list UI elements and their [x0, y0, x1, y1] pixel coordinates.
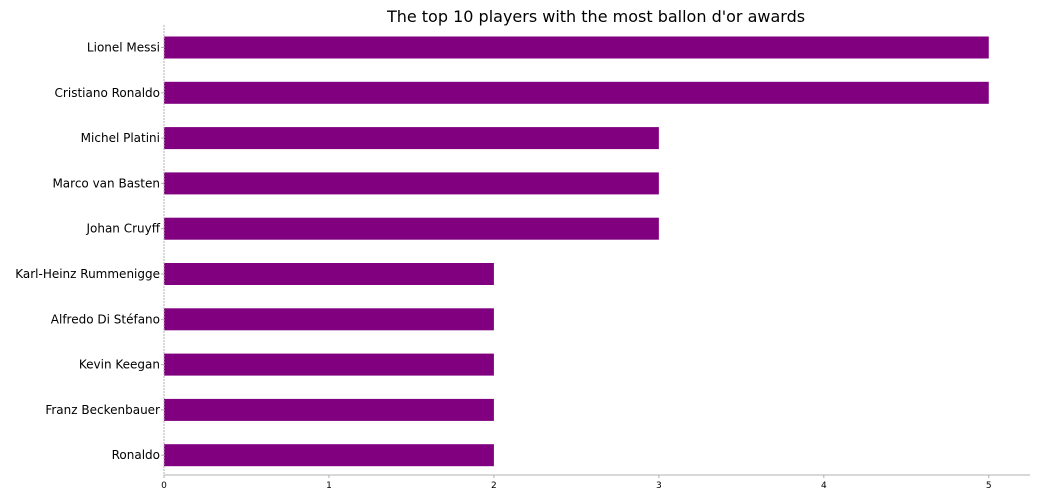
category-label: Marco van Basten [52, 176, 160, 190]
category-label: Johan Cruyff [85, 222, 160, 236]
axes-layer [161, 25, 1030, 478]
labels-layer: Lionel Messi Cristiano Ronaldo Michel Plat… [15, 41, 991, 492]
bar [164, 308, 494, 331]
category-label: Alfredo Di Stéfano [51, 312, 160, 326]
category-label: Cristiano Ronaldo [55, 86, 160, 100]
x-tick-label: 3 [656, 481, 662, 491]
bar [164, 263, 494, 285]
category-label: Kevin Keegan [79, 358, 160, 372]
chart-title: The top 10 players with the most ballon … [386, 7, 805, 26]
x-tick-label: 2 [491, 481, 497, 491]
bars-layer [164, 36, 989, 467]
bar [164, 127, 659, 150]
bar [164, 81, 989, 104]
bar [164, 172, 659, 195]
bar [164, 36, 989, 59]
x-tick-label: 1 [326, 481, 332, 491]
category-label: Lionel Messi [87, 41, 160, 55]
category-label: Karl-Heinz Rummenigge [15, 267, 160, 281]
category-label: Franz Beckenbauer [45, 403, 160, 417]
bar [164, 217, 659, 240]
x-tick-label: 0 [161, 481, 167, 491]
bar [164, 444, 494, 467]
x-tick-label: 4 [821, 481, 827, 491]
x-tick-label: 5 [986, 481, 992, 491]
category-label: Michel Platini [81, 131, 160, 145]
bar [164, 398, 494, 421]
category-label: Ronaldo [112, 448, 160, 462]
bar [164, 353, 494, 376]
